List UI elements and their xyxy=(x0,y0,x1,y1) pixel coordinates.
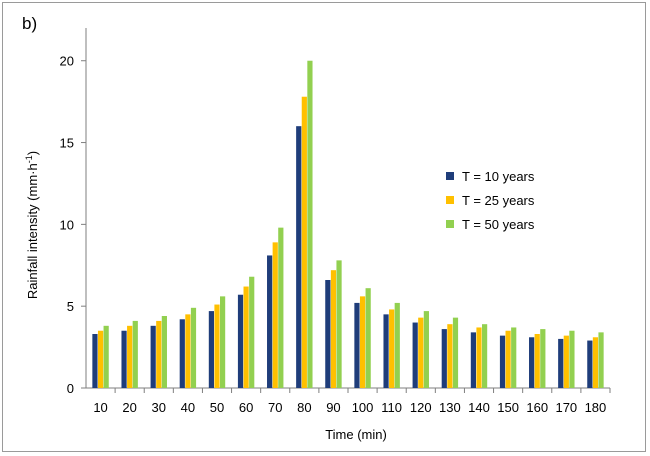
x-tick-label: 40 xyxy=(181,400,195,415)
bar-80-series-3 xyxy=(307,60,313,389)
y-tick-label: 10 xyxy=(60,217,74,232)
legend-label-1: T = 10 years xyxy=(462,169,535,184)
bar-90-series-2 xyxy=(330,270,337,388)
bar-60-series-1 xyxy=(237,294,244,388)
x-tick-label: 150 xyxy=(497,400,519,415)
bar-70-series-3 xyxy=(278,227,284,388)
x-tick-label: 120 xyxy=(410,400,432,415)
x-tick-label: 80 xyxy=(297,400,311,415)
axes: 0 5 10 15 20 10 20 30 40 50 60 70 80 90 100 110 120 130 14… xyxy=(60,28,611,415)
legend-label-2: T = 25 years xyxy=(462,193,535,208)
legend-label-3: T = 50 years xyxy=(462,217,535,232)
bar-30-series-1 xyxy=(150,325,156,388)
bar-60-series-3 xyxy=(249,276,255,388)
bar-20-series-3 xyxy=(132,320,138,388)
bar-180-series-2 xyxy=(592,337,599,388)
y-tick-label: 20 xyxy=(60,54,74,69)
x-tick-label: 160 xyxy=(526,400,548,415)
bar-50-series-2 xyxy=(214,304,220,388)
bar-90-series-3 xyxy=(336,260,342,388)
bar-120-series-2 xyxy=(418,317,424,388)
bar-10-series-2 xyxy=(97,330,104,388)
bar-100-series-1 xyxy=(354,302,360,388)
legend: T = 10 years T = 25 years T = 50 years xyxy=(446,169,535,232)
y-axis-title-superscript: -1 xyxy=(24,155,34,163)
bar-40-series-2 xyxy=(185,314,191,388)
x-tick-label: 90 xyxy=(326,400,340,415)
legend-swatch-1 xyxy=(446,172,454,180)
x-tick-label: 70 xyxy=(268,400,282,415)
y-axis-title: Rainfall intensity (mm·h-1) xyxy=(24,151,40,299)
bars xyxy=(92,60,604,389)
bar-150-series-3 xyxy=(511,327,517,388)
bar-130-series-2 xyxy=(447,324,453,388)
bar-170-series-2 xyxy=(563,335,569,388)
y-tick-label: 15 xyxy=(60,136,74,151)
x-tick-label: 10 xyxy=(93,400,107,415)
x-tick-label: 30 xyxy=(152,400,166,415)
bar-160-series-2 xyxy=(534,334,540,388)
bar-100-series-3 xyxy=(365,288,371,388)
y-axis-title-main: Rainfall intensity (mm·h xyxy=(25,163,40,299)
x-tick-label: 60 xyxy=(239,400,253,415)
bar-80-series-2 xyxy=(301,96,307,389)
bar-120-series-3 xyxy=(423,311,429,388)
bar-170-series-1 xyxy=(558,338,564,388)
x-axis-title: Time (min) xyxy=(325,427,387,442)
bar-140-series-3 xyxy=(482,324,488,388)
x-tick-label: 100 xyxy=(352,400,374,415)
bar-40-series-3 xyxy=(190,307,197,388)
bar-120-series-1 xyxy=(412,322,418,388)
bar-80-series-1 xyxy=(296,126,302,388)
bar-180-series-1 xyxy=(587,340,593,388)
bar-70-series-2 xyxy=(272,242,278,388)
legend-swatch-2 xyxy=(446,196,454,204)
x-tick-label: 140 xyxy=(468,400,490,415)
bar-40-series-1 xyxy=(179,319,185,388)
bar-60-series-2 xyxy=(243,286,249,388)
bar-20-series-1 xyxy=(121,330,127,388)
panel-label: b) xyxy=(22,14,38,33)
bar-130-series-1 xyxy=(441,329,447,388)
bar-150-series-2 xyxy=(505,330,511,388)
bar-50-series-1 xyxy=(208,311,214,388)
bar-50-series-3 xyxy=(220,296,226,388)
bar-70-series-1 xyxy=(267,255,273,388)
bar-110-series-3 xyxy=(394,302,400,388)
bar-150-series-1 xyxy=(499,335,506,388)
y-axis-title-close: ) xyxy=(25,151,40,155)
bar-10-series-1 xyxy=(92,334,98,388)
bar-170-series-3 xyxy=(569,330,575,388)
x-tick-label: 50 xyxy=(210,400,224,415)
bar-130-series-3 xyxy=(452,317,459,388)
bar-30-series-3 xyxy=(161,316,167,388)
bar-20-series-2 xyxy=(127,325,133,388)
bar-110-series-1 xyxy=(383,314,389,388)
x-tick-label: 170 xyxy=(555,400,577,415)
x-tick-label: 20 xyxy=(122,400,136,415)
x-tick-label: 130 xyxy=(439,400,461,415)
y-tick-label: 5 xyxy=(67,299,74,314)
bar-140-series-2 xyxy=(476,327,482,388)
bar-90-series-1 xyxy=(325,280,331,388)
x-tick-label: 110 xyxy=(381,400,402,415)
bar-10-series-3 xyxy=(103,325,109,388)
bar-140-series-1 xyxy=(470,332,476,388)
bar-100-series-2 xyxy=(359,296,366,388)
y-tick-label: 0 xyxy=(67,381,74,396)
bar-180-series-3 xyxy=(598,332,604,388)
bar-30-series-2 xyxy=(156,320,162,388)
legend-swatch-3 xyxy=(446,220,454,228)
bar-160-series-3 xyxy=(540,329,546,388)
bar-110-series-2 xyxy=(389,309,395,388)
x-tick-label: 180 xyxy=(585,400,607,415)
bar-160-series-1 xyxy=(529,337,535,388)
